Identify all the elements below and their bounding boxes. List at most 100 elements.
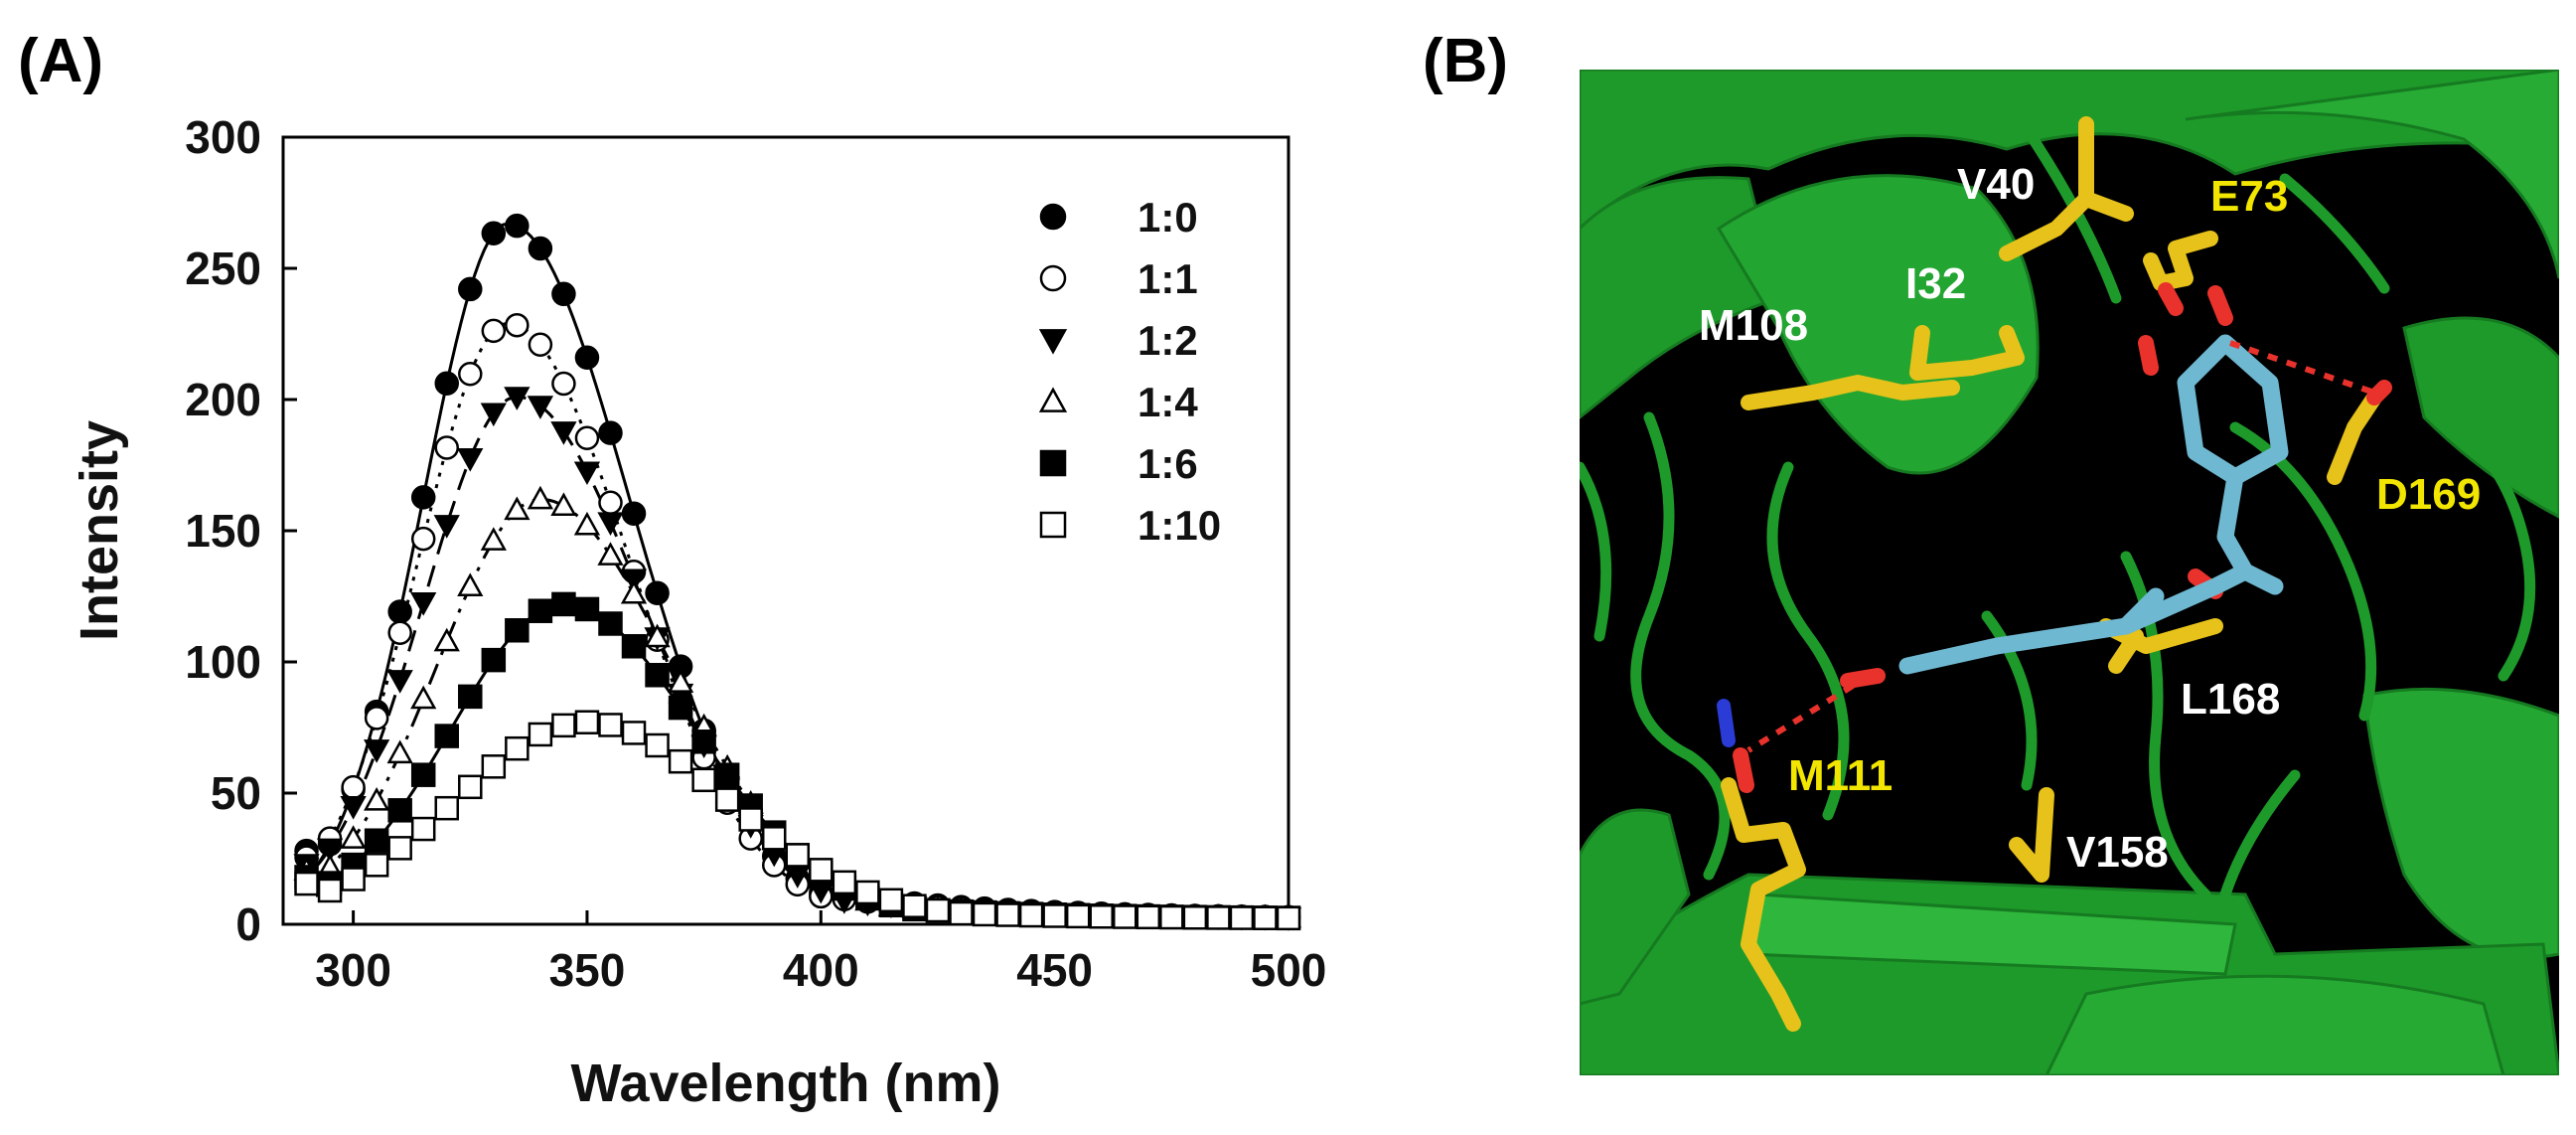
point-1-0 <box>505 213 530 239</box>
point-1-10 <box>1065 903 1091 929</box>
point-1-1 <box>410 526 436 552</box>
point-1-4 <box>340 825 367 849</box>
point-1-10 <box>1159 904 1184 930</box>
point-1-4 <box>573 511 601 536</box>
point-1-10 <box>598 713 623 737</box>
point-1-10 <box>434 795 459 821</box>
point-1-10 <box>1113 904 1137 929</box>
point-1-2 <box>573 461 601 486</box>
legend-label-1-1: 1:1 <box>1137 255 1198 302</box>
point-1-1 <box>387 620 412 645</box>
point-1-6 <box>645 663 670 688</box>
residue-label-m111: M111 <box>1788 751 1893 800</box>
point-1-10 <box>1042 903 1067 928</box>
legend-label-1-6: 1:6 <box>1137 440 1198 487</box>
point-1-10 <box>1276 905 1301 931</box>
point-1-2 <box>480 403 507 427</box>
point-1-1 <box>434 435 459 460</box>
point-1-2 <box>504 387 530 410</box>
point-1-10 <box>1229 905 1255 930</box>
x-tick-label: 300 <box>315 944 391 996</box>
point-1-10 <box>1206 905 1231 930</box>
point-1-10 <box>785 843 811 868</box>
point-1-2 <box>597 512 624 536</box>
point-1-10 <box>294 871 319 896</box>
residue-label-m108: M108 <box>1699 301 1808 350</box>
x-tick-label: 350 <box>549 944 626 996</box>
point-1-6 <box>434 724 459 748</box>
y-axis-title: Intensity <box>70 420 129 641</box>
data-points <box>293 213 1302 931</box>
point-1-10 <box>902 893 927 918</box>
point-1-10 <box>458 774 483 800</box>
point-1-4 <box>597 542 624 566</box>
point-1-4 <box>527 485 554 510</box>
y-tick-label: 150 <box>185 505 261 557</box>
point-1-1 <box>458 362 483 387</box>
point-1-2 <box>340 796 367 820</box>
panel-b-label: (B) <box>1423 27 1508 95</box>
point-1-2 <box>433 515 460 539</box>
point-1-10 <box>551 713 576 738</box>
point-1-6 <box>364 828 389 853</box>
point-1-10 <box>341 867 366 892</box>
point-1-0 <box>410 485 436 510</box>
point-1-4 <box>550 492 577 517</box>
legend-marker-1-0 <box>1039 203 1067 231</box>
legend-label-1-4: 1:4 <box>1137 379 1198 425</box>
y-tick-label: 250 <box>185 243 261 294</box>
point-1-6 <box>714 762 740 787</box>
point-1-2 <box>550 421 577 445</box>
x-axis-title: Wavelength (nm) <box>570 1054 1000 1113</box>
point-1-0 <box>458 276 483 302</box>
point-1-0 <box>387 599 412 624</box>
point-1-2 <box>620 568 648 593</box>
point-1-4 <box>504 496 530 521</box>
point-1-10 <box>317 878 343 903</box>
point-1-6 <box>481 647 507 673</box>
point-1-4 <box>386 739 413 764</box>
point-1-6 <box>410 762 436 787</box>
panel-a-label: (A) <box>18 27 103 95</box>
point-1-10 <box>761 826 787 851</box>
residue-label-v40: V40 <box>1957 160 2035 209</box>
point-1-1 <box>364 706 389 730</box>
legend-marker-1-2 <box>1038 329 1068 355</box>
point-1-10 <box>809 858 833 883</box>
point-1-0 <box>621 501 647 526</box>
residue-label-i32: I32 <box>1905 259 1966 308</box>
y-tick-label: 300 <box>185 111 261 163</box>
ribbon-cartoon <box>1580 70 2559 1075</box>
point-1-2 <box>410 592 437 616</box>
point-1-0 <box>528 236 553 261</box>
point-1-2 <box>364 739 390 763</box>
residue-label-d169: D169 <box>2376 470 2481 519</box>
point-1-1 <box>598 490 623 516</box>
point-1-10 <box>621 721 647 745</box>
y-tick-label: 0 <box>235 898 261 950</box>
point-1-4 <box>667 669 694 693</box>
point-1-10 <box>995 902 1020 927</box>
point-1-1 <box>551 371 576 397</box>
point-1-4 <box>620 579 648 604</box>
point-1-10 <box>738 807 763 832</box>
point-1-10 <box>364 853 389 878</box>
residue-sticks <box>1721 116 2382 1032</box>
legend-marker-1-1 <box>1039 264 1067 292</box>
point-1-10 <box>387 836 412 861</box>
hydrogen-bonds <box>1746 340 2375 753</box>
y-tick-label: 200 <box>185 374 261 425</box>
point-1-6 <box>551 591 576 617</box>
point-1-6 <box>505 618 530 643</box>
legend-label-1-0: 1:0 <box>1137 194 1198 241</box>
point-1-1 <box>528 332 553 358</box>
point-1-1 <box>341 774 366 800</box>
protein-structure-image: V40 E73 I32 M108 D169 L168 M111 V158 <box>1580 70 2559 1075</box>
ligand-molecule <box>1898 334 2289 675</box>
point-1-10 <box>410 816 436 842</box>
point-1-10 <box>949 900 974 926</box>
point-1-10 <box>574 710 600 734</box>
point-1-10 <box>832 870 857 895</box>
point-1-10 <box>1089 903 1114 929</box>
